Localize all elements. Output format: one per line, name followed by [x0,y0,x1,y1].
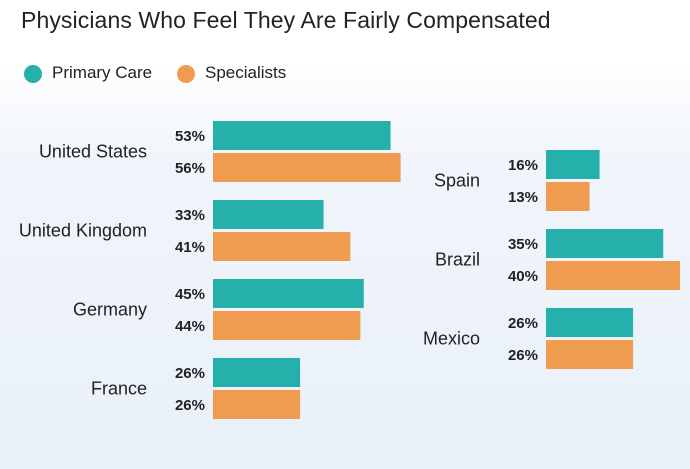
bar-germany-specialists [213,311,361,340]
value-label-spain-primary-care: 16% [508,157,538,174]
bar-brazil-primary-care [546,229,664,258]
value-label-germany-specialists: 44% [175,318,205,335]
bar-france-primary-care [213,358,301,387]
value-label-united-states-specialists: 56% [175,160,205,177]
bar-united-kingdom-specialists [213,232,351,261]
category-label-france: France [91,379,147,399]
value-label-germany-primary-care: 45% [175,286,205,303]
legend-swatch-specialists [177,65,195,83]
value-label-brazil-specialists: 40% [508,268,538,285]
value-label-united-states-primary-care: 53% [175,128,205,145]
bar-brazil-specialists [546,261,680,290]
bar-mexico-specialists [546,340,634,369]
legend-label-specialists: Specialists [205,63,287,82]
value-label-united-kingdom-specialists: 41% [175,239,205,256]
legend-swatch-primary-care [24,65,42,83]
bar-germany-primary-care [213,279,364,308]
category-label-spain: Spain [434,171,480,191]
category-label-united-kingdom: United Kingdom [19,221,147,241]
value-label-mexico-primary-care: 26% [508,315,538,332]
value-label-spain-specialists: 13% [508,189,538,206]
bar-united-states-specialists [213,153,401,182]
category-label-germany: Germany [73,300,147,320]
bar-united-kingdom-primary-care [213,200,324,229]
chart-title: Physicians Who Feel They Are Fairly Comp… [21,7,551,33]
category-label-brazil: Brazil [435,250,480,270]
bar-spain-specialists [546,182,590,211]
value-label-france-primary-care: 26% [175,365,205,382]
value-label-france-specialists: 26% [175,397,205,414]
bar-mexico-primary-care [546,308,634,337]
bar-spain-primary-care [546,150,600,179]
value-label-mexico-specialists: 26% [508,347,538,364]
bar-france-specialists [213,390,301,419]
bar-united-states-primary-care [213,121,391,150]
category-label-united-states: United States [39,142,147,162]
category-label-mexico: Mexico [423,329,480,349]
value-label-brazil-primary-care: 35% [508,236,538,253]
value-label-united-kingdom-primary-care: 33% [175,207,205,224]
legend-label-primary-care: Primary Care [52,63,153,82]
